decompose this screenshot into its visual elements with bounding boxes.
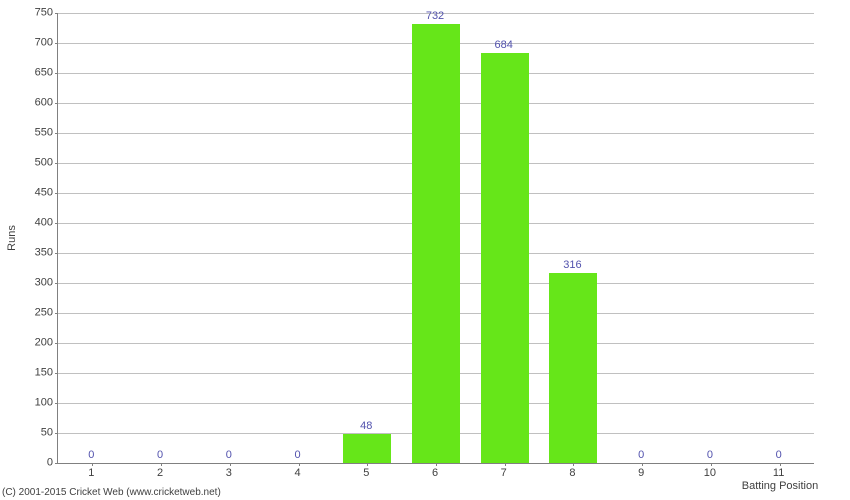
y-tick-label: 150 (35, 368, 53, 379)
bar-value-label: 316 (563, 259, 581, 271)
y-tick (55, 253, 58, 254)
x-tick (367, 463, 368, 466)
bar-value-label: 0 (776, 449, 782, 461)
bar (481, 53, 529, 463)
y-tick-label: 650 (35, 68, 53, 79)
x-tick (436, 463, 437, 466)
x-tick-label: 10 (704, 467, 716, 479)
bar-value-label: 0 (88, 449, 94, 461)
y-tick-label: 50 (41, 428, 53, 439)
x-tick-label: 2 (157, 467, 163, 479)
y-tick (55, 163, 58, 164)
x-tick-label: 9 (638, 467, 644, 479)
y-tick (55, 43, 58, 44)
x-tick (711, 463, 712, 466)
y-tick-label: 100 (35, 398, 53, 409)
y-tick (55, 193, 58, 194)
y-tick-label: 450 (35, 188, 53, 199)
y-tick (55, 283, 58, 284)
y-tick (55, 13, 58, 14)
y-tick (55, 403, 58, 404)
x-tick (92, 463, 93, 466)
x-tick (161, 463, 162, 466)
y-tick-label: 700 (35, 38, 53, 49)
x-tick-label: 11 (773, 467, 784, 479)
y-tick-label: 250 (35, 308, 53, 319)
y-tick-label: 350 (35, 248, 53, 259)
x-tick-label: 4 (294, 467, 300, 479)
x-tick (573, 463, 574, 466)
y-tick (55, 103, 58, 104)
x-tick-label: 7 (501, 467, 507, 479)
y-tick (55, 73, 58, 74)
bar-value-label: 684 (495, 39, 513, 51)
bar-value-label: 0 (638, 449, 644, 461)
x-tick (230, 463, 231, 466)
y-tick-label: 300 (35, 278, 53, 289)
y-tick-label: 550 (35, 128, 53, 139)
x-tick-label: 1 (88, 467, 94, 479)
bars-container (58, 13, 814, 463)
y-tick-label: 0 (47, 458, 53, 469)
bar-value-label: 732 (426, 10, 444, 22)
bar-value-label: 48 (360, 420, 372, 432)
y-tick (55, 373, 58, 374)
bar-value-label: 0 (707, 449, 713, 461)
x-axis-title: Batting Position (742, 480, 818, 492)
y-tick (55, 313, 58, 314)
y-tick (55, 433, 58, 434)
y-axis-title: Runs (6, 225, 18, 251)
x-tick (642, 463, 643, 466)
y-tick-label: 600 (35, 98, 53, 109)
x-tick-label: 3 (226, 467, 232, 479)
y-tick-label: 750 (35, 8, 53, 19)
bar (343, 434, 391, 463)
y-tick-label: 500 (35, 158, 53, 169)
plot-area (57, 13, 814, 464)
x-tick (780, 463, 781, 466)
x-tick (299, 463, 300, 466)
x-tick (505, 463, 506, 466)
y-tick (55, 463, 58, 464)
x-tick-label: 8 (569, 467, 575, 479)
x-tick-label: 5 (363, 467, 369, 479)
y-tick-label: 400 (35, 218, 53, 229)
bar-value-label: 0 (157, 449, 163, 461)
bar (412, 24, 460, 463)
bar (549, 273, 597, 463)
copyright-text: (C) 2001-2015 Cricket Web (www.cricketwe… (2, 487, 221, 498)
y-tick-label: 200 (35, 338, 53, 349)
y-tick (55, 223, 58, 224)
y-tick (55, 343, 58, 344)
x-tick-label: 6 (432, 467, 438, 479)
bar-value-label: 0 (294, 449, 300, 461)
bar-value-label: 0 (226, 449, 232, 461)
y-tick (55, 133, 58, 134)
